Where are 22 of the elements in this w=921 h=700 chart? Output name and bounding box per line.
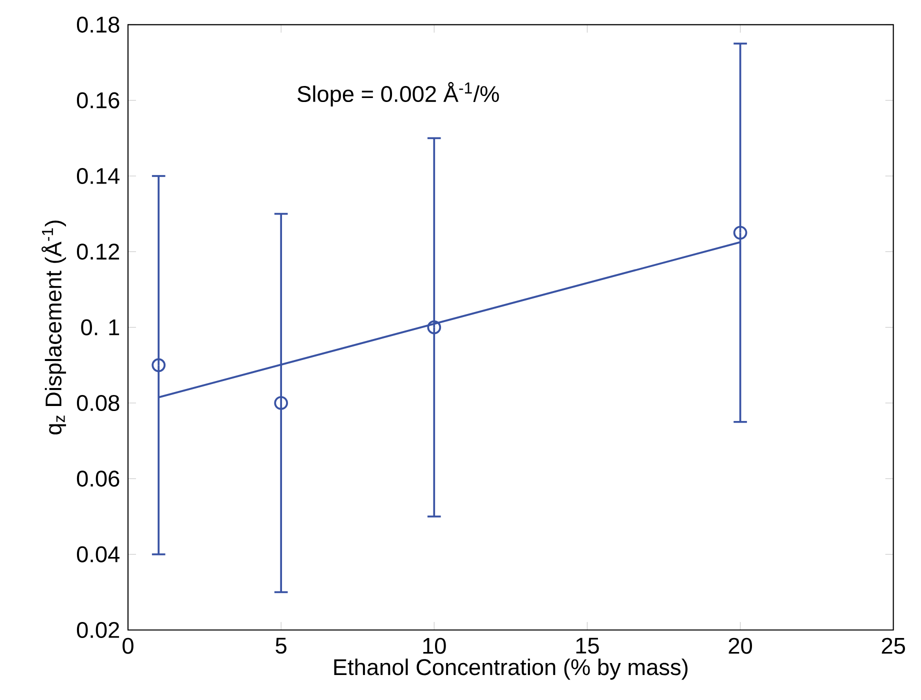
x-tick-label: 20 xyxy=(728,638,752,654)
y-tick-label: 0.16 xyxy=(76,92,120,108)
x-axis-title: Ethanol Concentration (% by mass) xyxy=(334,658,688,680)
point xyxy=(152,358,166,372)
y-tick-label: 0.02 xyxy=(76,622,120,638)
y-tick-label: 0.04 xyxy=(76,546,120,562)
y-tick-label: 0. 1 xyxy=(81,319,120,336)
x-tick-label: 25 xyxy=(882,638,905,654)
y-tick-label: 0.06 xyxy=(76,470,120,487)
x-tick-label: 15 xyxy=(576,638,599,654)
y-tick-label: 0.08 xyxy=(76,394,120,412)
y-axis-title: q$_{z}$ Displacement (Å$^{-1}$) xyxy=(42,220,66,434)
y-tick-label: 0.12 xyxy=(76,244,120,260)
x-tick-label: 5 xyxy=(276,638,286,654)
x-tick-label: 0 xyxy=(122,638,134,654)
point xyxy=(274,396,288,410)
x-tick-label: 10 xyxy=(423,638,446,654)
point xyxy=(733,226,748,240)
annotation: Slope = 0.002 Å$^{-1}$/% xyxy=(298,82,499,107)
y-tick-label: 0.18 xyxy=(76,16,120,33)
point xyxy=(427,320,442,334)
y-tick-label: 0.14 xyxy=(76,168,120,184)
